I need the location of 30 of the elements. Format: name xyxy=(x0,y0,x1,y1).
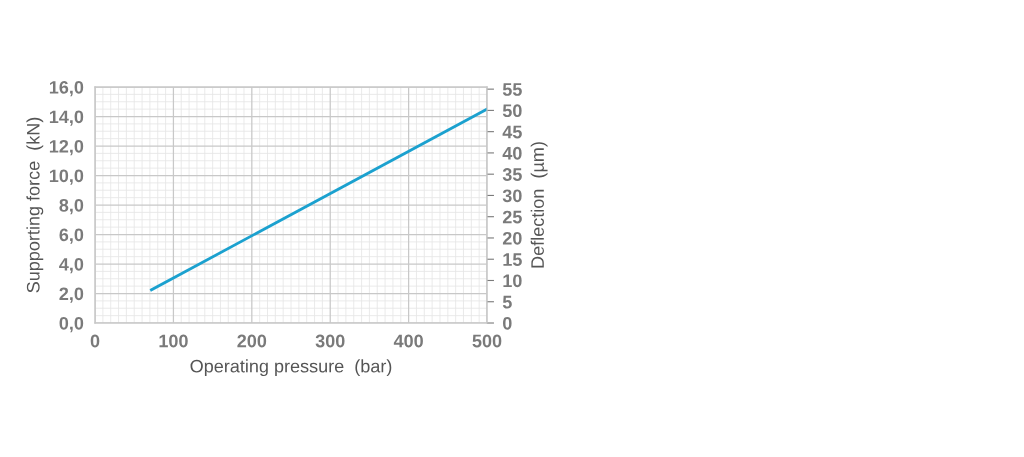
y2-tick-label: 55 xyxy=(502,83,522,96)
y-tick-label: 16,0 xyxy=(49,80,84,97)
x-tick-label: 300 xyxy=(315,334,345,348)
x-tick-label: 100 xyxy=(159,334,188,348)
y2-tick-label: 20 xyxy=(502,231,522,245)
y2-tick-label: 10 xyxy=(503,274,522,288)
x-axis-title: Operating pressure (bar) xyxy=(190,359,392,377)
y2-tick-label: 30 xyxy=(502,189,522,203)
y-tick-label: 8,0 xyxy=(59,198,84,215)
y2-tick-label: 35 xyxy=(502,168,522,181)
y2-tick-label: 25 xyxy=(502,210,522,224)
y2-tick-label: 45 xyxy=(502,125,522,139)
y-axis-title: Supporting force (kN) xyxy=(26,117,44,293)
y-tick-label: 6,0 xyxy=(59,228,84,244)
x-tick-label: 0 xyxy=(90,334,100,348)
y-tick-label: 0,0 xyxy=(59,316,84,333)
x-tick-label: 400 xyxy=(393,334,423,348)
y-tick-label: 12,0 xyxy=(49,139,84,156)
x-tick-label: 500 xyxy=(472,334,502,348)
y-tick-label: 4,0 xyxy=(59,257,84,274)
y2-tick-label: 5 xyxy=(502,295,512,309)
y2-tick-label: 0 xyxy=(503,316,512,330)
y2-tick-label: 15 xyxy=(503,253,522,266)
y-tick-label: 10,0 xyxy=(49,169,84,185)
x-tick-label: 200 xyxy=(237,334,267,348)
y-tick-label: 2,0 xyxy=(59,287,84,303)
y2-tick-label: 50 xyxy=(502,104,522,118)
y2-tick-label: 40 xyxy=(502,146,522,160)
y2-axis-title: Deflection (µm) xyxy=(530,142,548,268)
y-tick-label: 14,0 xyxy=(49,110,84,126)
